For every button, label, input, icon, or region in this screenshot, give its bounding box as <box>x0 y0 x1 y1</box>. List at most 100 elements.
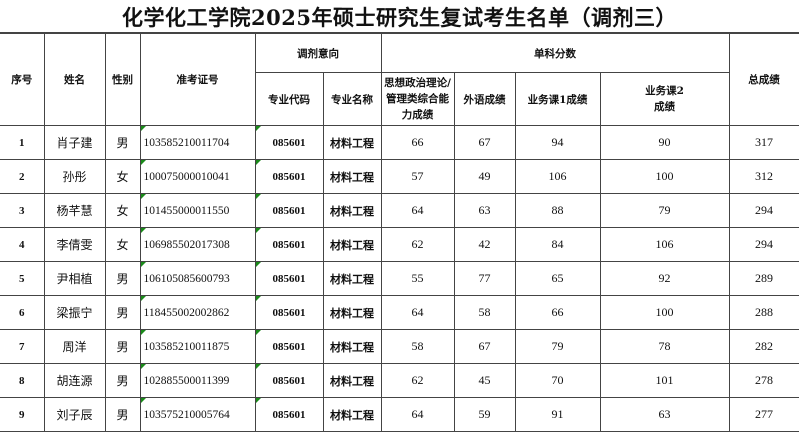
row-course1-score-text: 91 <box>551 407 564 421</box>
row-gender-text: 男 <box>116 340 129 354</box>
row-major-name: 材料工程 <box>322 125 382 160</box>
row-total-score-text: 294 <box>755 237 773 251</box>
row-seq-text: 7 <box>19 340 25 353</box>
row-politics-score: 66 <box>380 125 455 160</box>
row-name: 李倩雯 <box>43 227 106 262</box>
row-exam-id-text: 103585210011875 <box>143 340 230 353</box>
row-foreign-score: 77 <box>453 261 516 296</box>
error-flag-icon <box>140 398 146 403</box>
row-course2-score-text: 100 <box>655 305 674 319</box>
row-course1-score-text: 65 <box>551 271 564 285</box>
row-exam-id: 100075000010041 <box>139 159 256 194</box>
row-major-code-text: 085601 <box>272 238 306 251</box>
error-flag-icon <box>140 296 146 301</box>
row-seq-text: 5 <box>19 272 25 285</box>
header-foreign: 外语成绩 <box>453 72 516 126</box>
row-gender-text: 女 <box>116 170 129 184</box>
row-total-score-text: 289 <box>755 271 773 285</box>
row-seq: 8 <box>0 363 45 398</box>
row-major-code: 085601 <box>254 329 324 364</box>
row-course2-score-text: 100 <box>655 169 674 183</box>
table-row: 8 胡连源 男 102885500011399 085601 材料工程 62 45 70 101 2… <box>0 363 799 398</box>
row-major-code: 085601 <box>254 261 324 296</box>
row-gender: 男 <box>104 261 141 296</box>
row-major-name: 材料工程 <box>322 363 382 398</box>
row-name: 周洋 <box>43 329 106 364</box>
row-course2-score-text: 63 <box>658 407 671 421</box>
row-seq: 6 <box>0 295 45 330</box>
row-name: 肖子建 <box>43 125 106 160</box>
row-total-score: 288 <box>728 295 799 330</box>
row-name-text: 孙彤 <box>62 170 87 184</box>
row-total-score: 277 <box>728 397 799 432</box>
row-gender-text: 男 <box>116 408 129 422</box>
row-course1-score-text: 88 <box>551 203 564 217</box>
error-flag-icon <box>255 296 261 301</box>
row-name-text: 周洋 <box>62 340 87 354</box>
row-seq-text: 8 <box>19 374 25 387</box>
document-title: 化学化工学院2025年硕士研究生复试考生名单（调剂三） <box>0 0 799 33</box>
table-row: 1 肖子建 男 103585210011704 085601 材料工程 66 67 94 90 31… <box>0 125 799 160</box>
row-total-score: 294 <box>728 193 799 228</box>
row-course2-score: 100 <box>599 295 730 330</box>
table-row: 6 梁振宁 男 118455002002862 085601 材料工程 64 58 66 100 2… <box>0 295 799 330</box>
row-major-code-text: 085601 <box>272 204 306 217</box>
row-major-name-text: 材料工程 <box>330 408 374 422</box>
row-politics-score-text: 66 <box>411 135 424 149</box>
error-flag-icon <box>140 364 146 369</box>
row-course2-score-text: 78 <box>658 339 671 353</box>
row-course1-score: 88 <box>514 193 601 228</box>
error-flag-icon <box>140 160 146 165</box>
row-exam-id-text: 101455000011550 <box>143 204 230 217</box>
row-total-score: 278 <box>728 363 799 398</box>
row-major-code: 085601 <box>254 193 324 228</box>
row-course2-score: 106 <box>599 227 730 262</box>
row-gender: 女 <box>104 193 141 228</box>
row-course2-score-text: 79 <box>658 203 671 217</box>
row-course1-score: 79 <box>514 329 601 364</box>
row-course2-score-text: 90 <box>658 135 671 149</box>
row-total-score-text: 278 <box>755 373 773 387</box>
row-exam-id: 118455002002862 <box>139 295 256 330</box>
row-total-score-text: 294 <box>755 203 773 217</box>
row-major-code-text: 085601 <box>272 272 306 285</box>
row-major-name-text: 材料工程 <box>330 238 374 252</box>
row-foreign-score: 67 <box>453 329 516 364</box>
row-major-name: 材料工程 <box>322 329 382 364</box>
row-course2-score: 90 <box>599 125 730 160</box>
row-exam-id-text: 100075000010041 <box>143 170 230 183</box>
row-name-text: 杨芊慧 <box>56 204 93 218</box>
row-total-score: 317 <box>728 125 799 160</box>
row-major-code-text: 085601 <box>272 306 306 319</box>
row-exam-id-text: 103585210011704 <box>143 136 230 149</box>
row-major-name-text: 材料工程 <box>330 204 374 218</box>
table-row: 7 周洋 男 103585210011875 085601 材料工程 58 67 79 78 282 <box>0 329 799 364</box>
row-foreign-score: 58 <box>453 295 516 330</box>
row-name-text: 刘子辰 <box>56 408 93 422</box>
row-politics-score: 55 <box>380 261 455 296</box>
row-exam-id: 103585210011704 <box>139 125 256 160</box>
row-seq-text: 1 <box>19 136 25 149</box>
row-major-name: 材料工程 <box>322 295 382 330</box>
row-major-code-text: 085601 <box>272 340 306 353</box>
row-major-name-text: 材料工程 <box>330 170 374 184</box>
row-total-score: 294 <box>728 227 799 262</box>
row-foreign-score-text: 45 <box>478 373 491 387</box>
row-politics-score-text: 64 <box>411 305 424 319</box>
row-total-score: 289 <box>728 261 799 296</box>
row-major-name: 材料工程 <box>322 193 382 228</box>
row-exam-id: 106985502017308 <box>139 227 256 262</box>
row-course1-score-text: 79 <box>551 339 564 353</box>
row-course2-score-text: 92 <box>658 271 671 285</box>
row-major-code: 085601 <box>254 397 324 432</box>
row-exam-id-text: 102885500011399 <box>143 374 230 387</box>
row-course1-score: 66 <box>514 295 601 330</box>
row-course1-score-text: 66 <box>551 305 564 319</box>
row-seq-text: 9 <box>19 408 25 421</box>
table-row: 9 刘子辰 男 103575210005764 085601 材料工程 64 59 91 63 27… <box>0 397 799 432</box>
row-course2-score: 92 <box>599 261 730 296</box>
row-exam-id: 102885500011399 <box>139 363 256 398</box>
row-foreign-score: 59 <box>453 397 516 432</box>
row-major-code: 085601 <box>254 295 324 330</box>
row-gender: 男 <box>104 397 141 432</box>
